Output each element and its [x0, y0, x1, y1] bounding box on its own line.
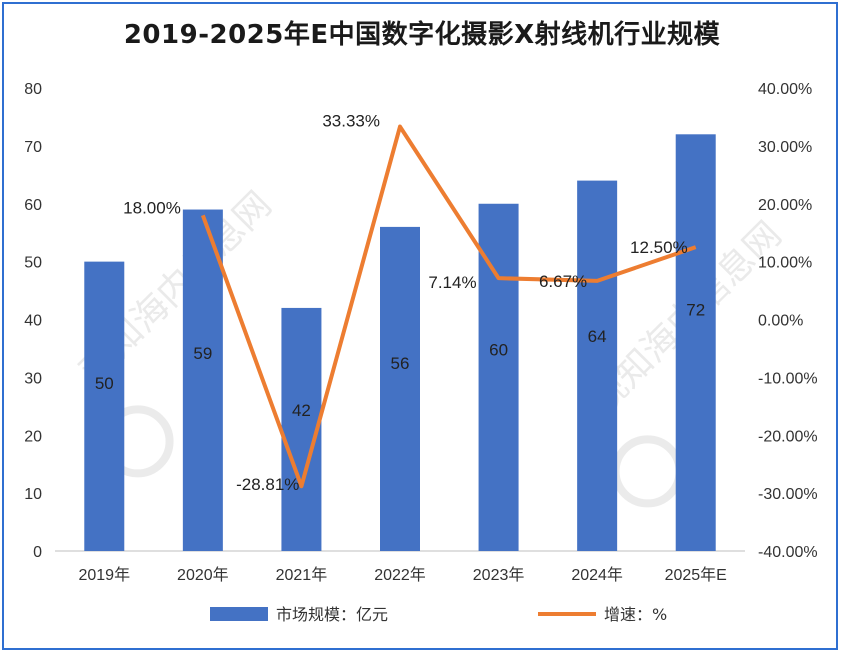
y2-tick-label: 10.00% — [758, 255, 812, 272]
y2-tick-label: -20.00% — [758, 428, 818, 445]
x-tick-label: 2023年 — [473, 566, 525, 584]
line-data-label: 12.50% — [630, 238, 688, 257]
x-tick-label: 2025年E — [665, 566, 727, 584]
bar-data-label: 50 — [95, 374, 114, 393]
bar — [84, 261, 125, 551]
y2-tick-label: -30.00% — [758, 486, 818, 503]
y-tick-label: 50 — [24, 255, 42, 272]
chart-title: 2019-2025年E中国数字化摄影X射线机行业规模 — [123, 20, 721, 50]
bar-data-label: 42 — [292, 401, 311, 420]
y-tick-label: 40 — [24, 313, 42, 330]
y2-tick-label: -10.00% — [758, 370, 818, 387]
bar — [182, 209, 223, 551]
growth-line — [200, 124, 697, 489]
y-tick-label: 80 — [24, 81, 42, 98]
bar-data-label: 72 — [686, 300, 705, 319]
x-tick-label: 2020年 — [177, 566, 229, 584]
bar — [281, 307, 322, 551]
chart-frame — [2, 2, 838, 650]
y2-tick-label: 20.00% — [758, 197, 812, 214]
y-tick-label: 0 — [33, 544, 42, 561]
y-tick-label: 20 — [24, 428, 42, 445]
line-data-label: 6.67% — [539, 272, 587, 291]
y2-tick-label: -40.00% — [758, 544, 818, 561]
y2-tick-label: 40.00% — [758, 81, 812, 98]
legend-bar-swatch — [210, 607, 268, 621]
legend-bar-label: 市场规模：亿元 — [276, 605, 388, 624]
legend-line-label: 增速：% — [604, 605, 667, 624]
line-data-label: 33.33% — [322, 112, 380, 131]
y-tick-label: 70 — [24, 139, 42, 156]
bar-data-label: 59 — [193, 344, 212, 363]
y-tick-label: 10 — [24, 486, 42, 503]
bar — [675, 134, 716, 552]
x-tick-label: 2019年 — [78, 566, 130, 584]
y-tick-label: 30 — [24, 370, 42, 387]
y-tick-label: 60 — [24, 197, 42, 214]
x-tick-label: 2021年 — [276, 566, 328, 584]
x-tick-label: 2024年 — [571, 566, 623, 584]
bar — [380, 226, 420, 551]
bar-data-label: 64 — [588, 327, 607, 346]
bar-data-label: 56 — [391, 354, 410, 373]
bar — [478, 203, 519, 551]
line-data-label: 7.14% — [428, 273, 476, 292]
y2-tick-label: 30.00% — [758, 139, 812, 156]
line-data-label: 18.00% — [123, 198, 181, 217]
bar-data-label: 60 — [489, 341, 508, 360]
x-tick-label: 2022年 — [374, 566, 426, 584]
line-data-label: -28.81% — [236, 475, 299, 494]
bar — [577, 180, 618, 551]
y2-tick-label: 0.00% — [758, 313, 803, 330]
watermark-logo — [611, 435, 684, 508]
